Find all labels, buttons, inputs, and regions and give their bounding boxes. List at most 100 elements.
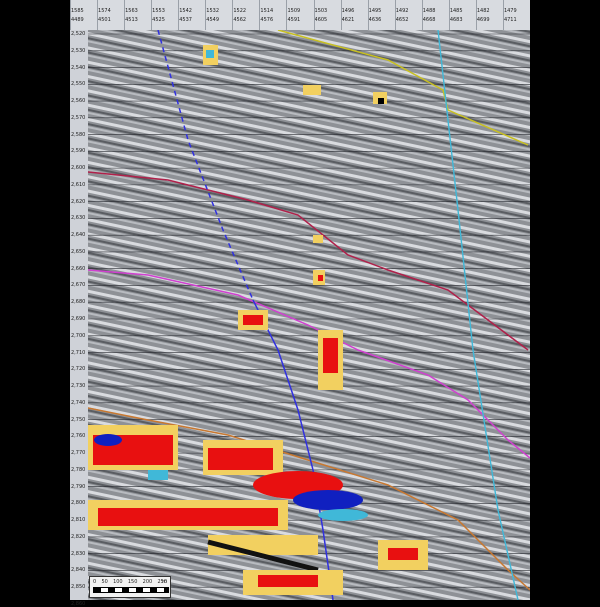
scale-bar: 0 50 100 150 200 250 m (89, 576, 171, 598)
depth-label: 2,800 (71, 500, 86, 507)
depth-label: 2,580 (71, 131, 86, 138)
amplitude-anomalies (88, 45, 428, 595)
depth-label: 2,550 (71, 81, 86, 88)
seismic-section[interactable] (88, 30, 530, 600)
depth-label: 2,700 (71, 332, 86, 339)
trace-label-bottom: 4562 (233, 17, 247, 23)
depth-label: 2,730 (71, 383, 86, 390)
depth-label: 2,790 (71, 483, 86, 490)
depth-label: 2,670 (71, 282, 86, 289)
trace-label-top: 1574 (98, 8, 111, 14)
depth-label: 2,560 (71, 98, 86, 105)
depth-label: 2,820 (71, 533, 86, 540)
scale-bar-label: 200 (142, 579, 153, 585)
trace-label-bottom: 4605 (314, 17, 328, 23)
horizon-magenta (88, 269, 530, 459)
depth-label: 2,610 (71, 181, 86, 188)
trace-label-top: 1532 (206, 8, 220, 14)
well-cyan (437, 30, 519, 600)
trace-label-bottom: 4636 (368, 17, 382, 23)
scale-bar-label: 150 (127, 579, 138, 585)
depth-label: 2,520 (71, 31, 86, 37)
trace-label-bottom: 4501 (98, 17, 111, 23)
depth-label: 2,760 (71, 433, 86, 440)
depth-label: 2,650 (71, 248, 86, 255)
trace-label-top: 1503 (314, 8, 328, 14)
depth-label: 2,630 (71, 215, 86, 222)
trace-label-top: 1482 (476, 8, 490, 14)
trace-tick (394, 0, 396, 30)
trace-tick (340, 0, 342, 30)
depth-label: 2,710 (71, 349, 86, 356)
depth-label: 2,570 (71, 114, 86, 121)
depth-gridlines (88, 33, 530, 588)
depth-label: 2,640 (71, 232, 86, 239)
depth-label: 2,690 (71, 316, 86, 322)
trace-label-bottom: 4652 (395, 17, 409, 23)
depth-label: 2,780 (71, 466, 86, 473)
trace-label-bottom: 4576 (260, 17, 274, 23)
trace-label-top: 1563 (125, 8, 138, 14)
scale-bar-unit: m (162, 579, 167, 585)
trace-label-top: 1485 (449, 8, 463, 14)
trace-tick (124, 0, 126, 30)
trace-tick (448, 0, 450, 30)
horizon-orange (88, 407, 530, 591)
trace-label-bottom: 4591 (287, 17, 301, 23)
trace-tick (97, 0, 99, 30)
trace-tick (475, 0, 477, 30)
trace-label-top: 1542 (179, 8, 192, 14)
depth-label: 2,740 (71, 399, 86, 406)
depth-label: 2,720 (71, 366, 86, 373)
trace-tick (421, 0, 423, 30)
scale-bar-label: 50 (101, 579, 108, 585)
trace-tick (70, 0, 71, 30)
depth-label: 2,680 (71, 299, 86, 306)
well-blue (252, 299, 334, 600)
trace-label-bottom: 4668 (422, 17, 436, 23)
scale-bar-labels: 0 50 100 150 200 250 (93, 579, 167, 585)
horizon-red (88, 171, 529, 351)
depth-label: 2,750 (71, 416, 86, 423)
trace-tick (205, 0, 207, 30)
trace-tick (232, 0, 234, 30)
trace-tick (259, 0, 261, 30)
well-blue-planned (157, 30, 254, 301)
trace-tick (313, 0, 315, 30)
trace-tick (367, 0, 369, 30)
depth-label: 2,840 (71, 567, 86, 574)
trace-label-top: 1496 (341, 8, 355, 14)
scale-bar-graphic (93, 587, 169, 593)
depth-label: 2,850 (71, 584, 86, 591)
seismic-viewer[interactable]: 1585 4489 1574 4501 1563 4513 1553 4525 1542 4537… (70, 0, 530, 607)
depth-label: 2,620 (71, 198, 86, 205)
depth-label: 2,860 (71, 601, 86, 607)
depth-label: 2,660 (71, 265, 86, 272)
trace-label-top: 1522 (233, 8, 247, 14)
trace-label-bottom: 4489 (71, 17, 84, 23)
trace-label-bottom: 4537 (179, 17, 192, 23)
trace-label-top: 1509 (287, 8, 301, 14)
depth-axis: 2,520 2,530 2,540 2,550 2,560 2,570 2,580 2,590… (70, 30, 89, 607)
trace-label-bottom: 4711 (503, 17, 517, 23)
trace-tick (286, 0, 288, 30)
horizon-yellow (277, 30, 529, 146)
trace-label-top: 1553 (152, 8, 165, 14)
trace-label-top: 1479 (503, 8, 517, 14)
trace-label-top: 1495 (368, 8, 382, 14)
depth-label: 2,810 (71, 517, 86, 524)
trace-label-top: 1488 (422, 8, 436, 14)
depth-label: 2,590 (71, 148, 86, 155)
trace-label-top: 1585 (71, 8, 84, 14)
depth-label: 2,770 (71, 450, 86, 457)
trace-label-bottom: 4621 (341, 17, 355, 23)
trace-tick (178, 0, 180, 30)
depth-label: 2,530 (71, 47, 86, 54)
depth-label: 2,600 (71, 165, 86, 172)
trace-label-top: 1492 (395, 8, 409, 14)
trace-label-top: 1514 (260, 8, 274, 14)
depth-label: 2,540 (71, 64, 86, 71)
trace-label-bottom: 4699 (476, 17, 490, 23)
trace-label-bottom: 4683 (449, 17, 463, 23)
scale-bar-label: 250 (157, 579, 167, 585)
